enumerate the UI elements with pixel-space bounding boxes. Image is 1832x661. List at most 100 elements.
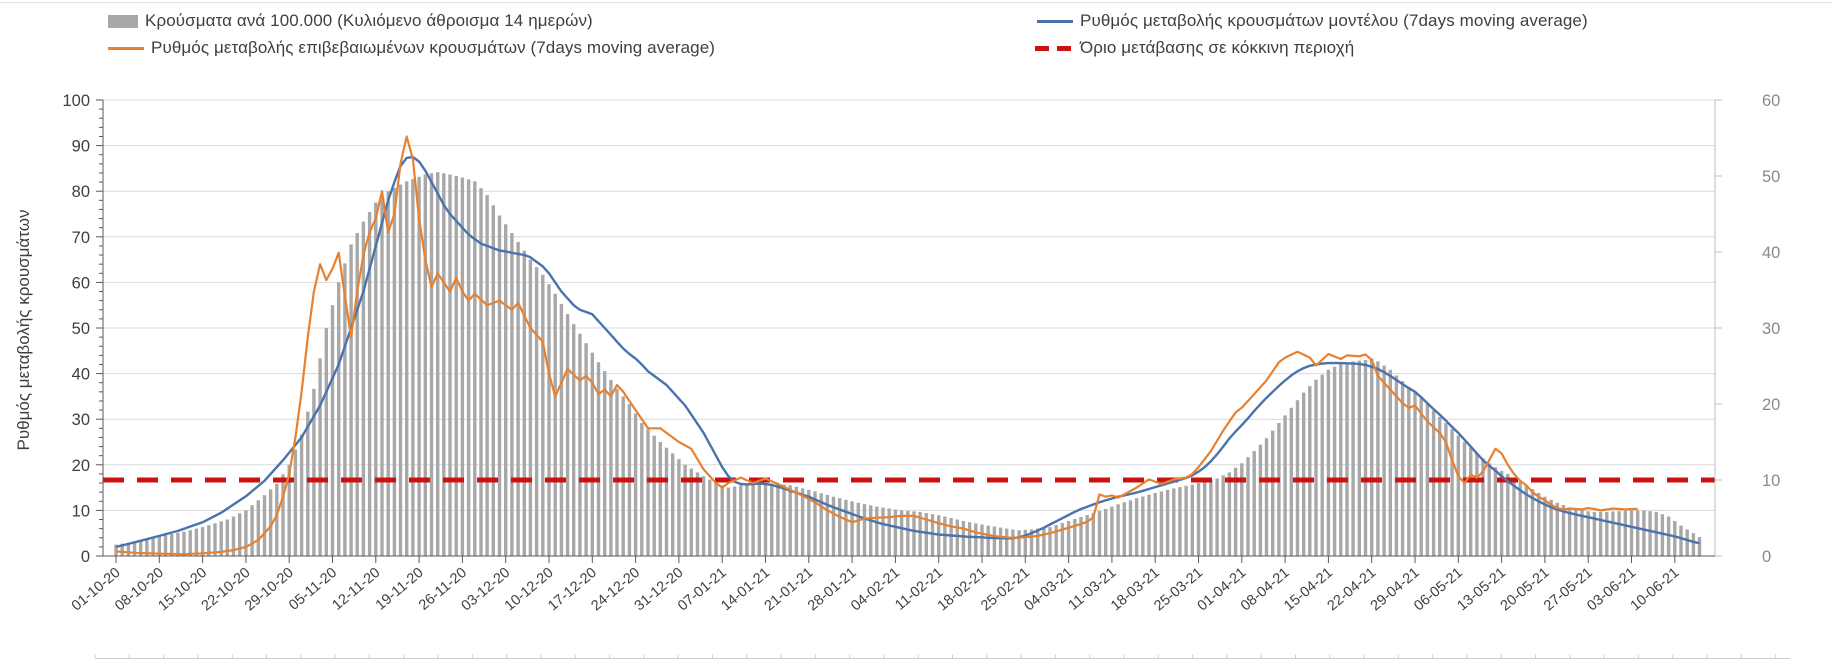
bar: [262, 495, 267, 556]
top-border-line: [0, 2, 1832, 3]
bar: [677, 459, 681, 556]
bar: [615, 388, 619, 556]
bar: [343, 263, 347, 556]
bar: [856, 502, 860, 556]
bar: [1524, 485, 1528, 556]
bar: [460, 177, 465, 556]
bar: [998, 527, 1003, 556]
left-axis-labels: 0 10 20 30 40 50 60 70 80 90 100: [62, 92, 90, 566]
bar: [1233, 467, 1238, 556]
bar: [1370, 358, 1374, 556]
red-dash-swatch-icon: [1035, 45, 1073, 51]
bar: [1153, 492, 1157, 556]
bar: [213, 523, 217, 556]
bar: [640, 423, 644, 556]
bar: [671, 453, 675, 556]
bar: [658, 442, 662, 556]
bars-series: [114, 172, 1702, 557]
bar: [553, 293, 557, 556]
bar: [980, 524, 984, 556]
bar: [1184, 485, 1188, 556]
bar: [436, 172, 440, 556]
left-axis-tick-label: 40: [72, 366, 90, 384]
bar: [1042, 527, 1046, 556]
bar: [1611, 511, 1615, 556]
bar-swatch-icon: [108, 14, 138, 28]
left-axis-tick-label: 30: [72, 411, 90, 429]
bar: [528, 259, 533, 556]
bar: [374, 202, 378, 556]
bar: [1302, 392, 1306, 556]
bar: [1363, 359, 1368, 556]
bar: [1673, 521, 1677, 556]
bar: [831, 496, 836, 556]
bar: [850, 501, 854, 556]
bar: [182, 531, 186, 556]
bar: [1543, 496, 1547, 556]
bar: [429, 173, 434, 557]
bar: [349, 244, 353, 556]
left-axis-tick-label: 0: [81, 548, 90, 566]
bar: [603, 371, 607, 556]
left-axis-tick-label: 80: [72, 183, 90, 201]
model-series-line: [115, 155, 1700, 549]
bar: [1357, 360, 1361, 556]
legend-label: Κρούσματα ανά 100.000 (Κυλιόμενο άθροισμ…: [145, 11, 593, 30]
bar: [151, 537, 155, 556]
bar: [924, 513, 928, 556]
bar: [380, 196, 384, 556]
bar: [893, 509, 898, 556]
bar: [1066, 521, 1071, 556]
bar: [565, 314, 570, 556]
bar: [1159, 491, 1164, 556]
bar: [510, 233, 514, 556]
bar: [584, 343, 588, 556]
bar: [1104, 508, 1108, 556]
bar: [268, 489, 273, 556]
bar: [689, 468, 693, 556]
bar: [504, 224, 508, 557]
bar: [1097, 510, 1102, 556]
bar: [120, 543, 124, 556]
bar: [324, 328, 328, 556]
bar: [949, 518, 953, 556]
bar: [1314, 379, 1318, 556]
left-axis: [96, 99, 104, 557]
bar: [1666, 516, 1671, 556]
bar: [986, 525, 990, 556]
left-axis-tick-label: 20: [72, 457, 90, 475]
x-axis-tick-label: 10-06-21: [1628, 565, 1683, 615]
bar: [955, 519, 959, 556]
bar: [479, 188, 483, 556]
bar: [906, 510, 910, 556]
bar: [1147, 494, 1151, 556]
bar: [287, 464, 291, 556]
left-axis-tick-label: 90: [72, 138, 90, 156]
bar: [1475, 453, 1479, 556]
left-axis-tick-label: 60: [72, 274, 90, 292]
x-axis-tick-label: 12-11-20: [329, 565, 383, 614]
bar: [1617, 511, 1621, 556]
bar: [862, 504, 867, 556]
bar: [1258, 444, 1263, 556]
bar: [219, 521, 223, 556]
bar: [1320, 374, 1324, 556]
bar: [1382, 365, 1386, 556]
bar: [1240, 463, 1244, 556]
bar: [745, 484, 749, 556]
bar: [1537, 492, 1541, 556]
bar: [1691, 533, 1696, 556]
bar: [1209, 480, 1213, 556]
bar: [1574, 508, 1578, 556]
bar: [250, 505, 254, 556]
x-axis-tick-label: 05-11-20: [286, 565, 340, 614]
bar: [355, 233, 359, 556]
bar: [1388, 369, 1392, 556]
bar: [763, 483, 768, 556]
bar: [1499, 470, 1504, 556]
bar: [1605, 511, 1609, 556]
bar: [547, 284, 551, 556]
bar: [825, 494, 830, 556]
bar: [337, 282, 341, 556]
bar: [497, 215, 502, 556]
